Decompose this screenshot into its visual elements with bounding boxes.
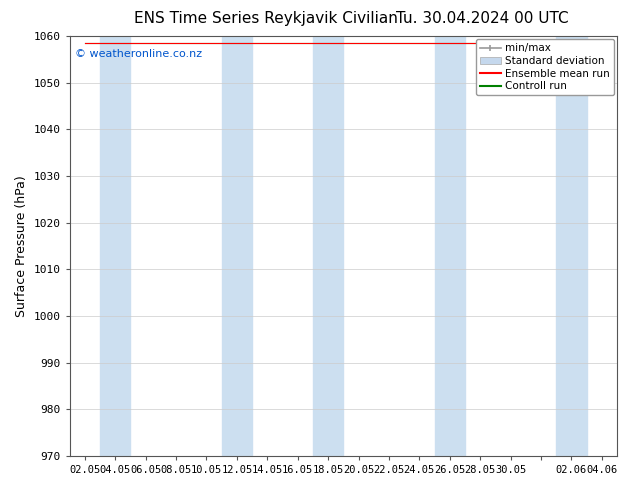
Legend: min/max, Standard deviation, Ensemble mean run, Controll run: min/max, Standard deviation, Ensemble me…: [476, 39, 614, 96]
Bar: [434, 36, 465, 456]
Bar: [313, 36, 343, 456]
Bar: [222, 36, 252, 456]
Y-axis label: Surface Pressure (hPa): Surface Pressure (hPa): [15, 175, 28, 317]
Text: Tu. 30.04.2024 00 UTC: Tu. 30.04.2024 00 UTC: [396, 11, 568, 26]
Bar: [100, 36, 131, 456]
Text: ENS Time Series Reykjavik Civilian: ENS Time Series Reykjavik Civilian: [134, 11, 398, 26]
Text: © weatheronline.co.nz: © weatheronline.co.nz: [75, 49, 202, 59]
Bar: [556, 36, 586, 456]
